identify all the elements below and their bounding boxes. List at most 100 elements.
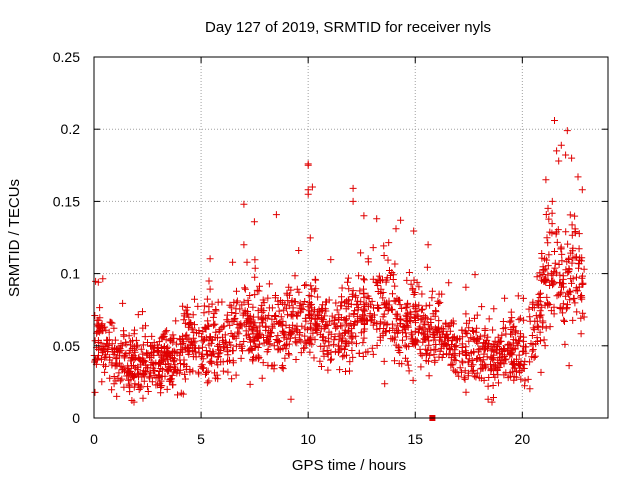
- data-point: [548, 277, 555, 285]
- data-point: [471, 271, 479, 279]
- data-point: [340, 329, 348, 337]
- data-point: [435, 317, 443, 325]
- data-point: [213, 371, 221, 379]
- data-point: [477, 357, 485, 365]
- data-point: [510, 376, 518, 384]
- data-point: [249, 303, 257, 311]
- data-point: [176, 356, 184, 364]
- data-point: [293, 312, 301, 320]
- data-point: [381, 319, 389, 327]
- data-point: [392, 225, 400, 233]
- data-point: [264, 346, 272, 353]
- data-point: [215, 353, 222, 360]
- data-point: [530, 354, 538, 361]
- data-point: [574, 173, 582, 181]
- data-point: [360, 285, 367, 293]
- data-point: [224, 368, 232, 376]
- data-point: [330, 340, 338, 348]
- data-point: [542, 324, 550, 332]
- data-point: [160, 330, 168, 338]
- data-point: [111, 336, 119, 344]
- data-point: [209, 348, 217, 356]
- data-point: [144, 383, 151, 391]
- x-tick-label: 10: [300, 431, 316, 447]
- data-point: [487, 366, 495, 374]
- data-point: [115, 369, 123, 377]
- data-point: [357, 249, 365, 257]
- y-tick-label: 0.1: [61, 266, 81, 282]
- data-point: [195, 329, 203, 337]
- data-point: [399, 336, 406, 344]
- data-point: [571, 299, 579, 307]
- data-point: [381, 328, 389, 336]
- data-point: [202, 370, 209, 378]
- data-point: [399, 322, 407, 330]
- data-point: [540, 267, 548, 275]
- data-point: [422, 345, 430, 353]
- data-point: [354, 312, 362, 320]
- data-point: [200, 337, 208, 345]
- data-point: [393, 326, 401, 334]
- data-point: [252, 342, 260, 350]
- data-point: [320, 342, 328, 350]
- data-point: [245, 347, 253, 355]
- data-point: [424, 328, 432, 336]
- data-point: [538, 250, 546, 257]
- data-point: [351, 307, 358, 315]
- data-point: [373, 325, 381, 333]
- data-point: [240, 298, 248, 306]
- data-point: [494, 356, 502, 364]
- data-point: [509, 323, 517, 331]
- data-point: [250, 337, 258, 345]
- data-point: [430, 345, 438, 353]
- data-point: [279, 317, 287, 325]
- data-point: [462, 283, 470, 291]
- data-point: [325, 328, 333, 336]
- data-point: [194, 302, 202, 310]
- data-point: [336, 366, 344, 374]
- data-point: [259, 359, 267, 367]
- data-point: [438, 290, 446, 298]
- data-point: [150, 339, 158, 347]
- data-point: [386, 267, 393, 274]
- data-point: [337, 322, 345, 330]
- data-point: [291, 272, 299, 280]
- data-point: [354, 306, 362, 314]
- data-point: [278, 364, 286, 371]
- data-point: [297, 337, 305, 345]
- data-point: [386, 327, 394, 334]
- data-point: [256, 331, 264, 339]
- data-point: [526, 313, 534, 321]
- x-tick-label: 5: [197, 431, 205, 447]
- data-point: [208, 359, 216, 367]
- data-point: [548, 277, 556, 285]
- chart-title: Day 127 of 2019, SRMTID for receiver nyl…: [205, 19, 491, 36]
- data-point: [396, 301, 404, 309]
- data-point: [452, 357, 460, 364]
- data-point: [565, 362, 573, 370]
- data-point: [476, 354, 484, 361]
- data-point: [108, 359, 116, 367]
- data-point: [96, 304, 104, 312]
- data-point: [510, 322, 518, 330]
- data-point: [102, 362, 110, 370]
- data-point: [551, 259, 559, 267]
- data-point: [170, 368, 178, 376]
- data-point: [306, 312, 314, 319]
- data-point: [478, 303, 486, 311]
- data-point: [469, 326, 476, 334]
- data-point: [446, 345, 453, 352]
- data-point: [301, 282, 308, 289]
- data-point: [170, 347, 178, 355]
- data-point: [409, 376, 417, 384]
- data-point: [566, 296, 574, 304]
- data-point: [228, 309, 236, 316]
- data-point: [442, 319, 450, 327]
- data-point: [294, 309, 302, 317]
- data-point: [472, 373, 480, 381]
- data-point: [226, 301, 234, 309]
- data-point: [256, 282, 263, 290]
- data-point: [181, 370, 189, 378]
- data-point: [98, 378, 106, 386]
- data-point: [272, 211, 280, 219]
